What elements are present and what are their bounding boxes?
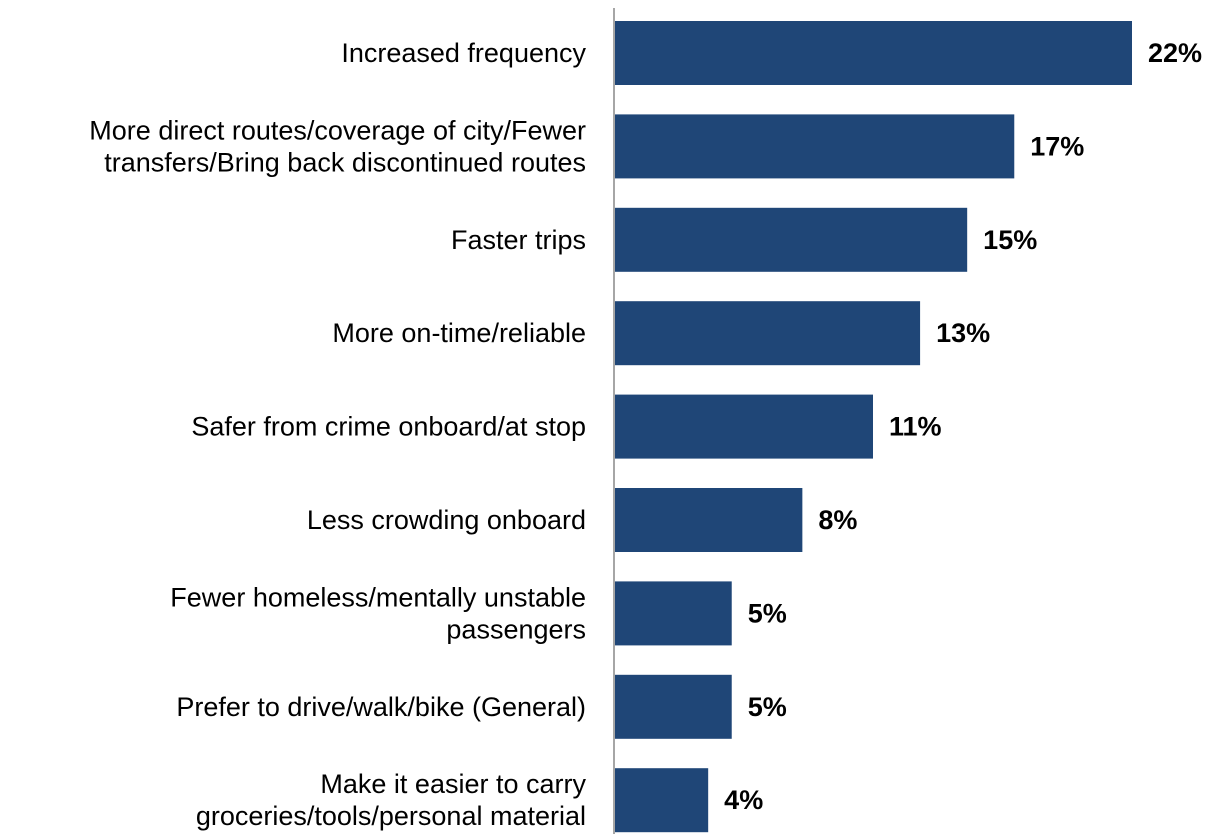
category-label: Make it easier to carry — [320, 769, 586, 799]
bar-value-label: 11% — [889, 412, 942, 442]
bar — [614, 674, 732, 739]
bar — [614, 207, 968, 272]
bars-group — [614, 21, 1132, 833]
category-label: More on-time/reliable — [332, 318, 586, 348]
category-label: transfers/Bring back discontinued routes — [104, 147, 586, 177]
bar — [614, 768, 709, 833]
bar — [614, 114, 1015, 179]
category-label: More direct routes/coverage of city/Fewe… — [89, 115, 586, 145]
bar — [614, 394, 873, 459]
bar — [614, 301, 921, 366]
bar — [614, 488, 803, 552]
bar-value-label: 5% — [748, 598, 787, 628]
category-label: Increased frequency — [341, 38, 586, 68]
category-label: passengers — [446, 614, 586, 644]
category-labels-group: Increased frequency More direct routes/co… — [89, 38, 586, 831]
bar — [614, 21, 1132, 85]
bar-value-label: 22% — [1148, 38, 1202, 68]
bar-value-label: 15% — [983, 225, 1037, 255]
bar-value-label: 5% — [748, 692, 787, 722]
category-label: Less crowding onboard — [307, 505, 586, 535]
bar-value-label: 4% — [724, 785, 763, 815]
category-label: Prefer to drive/walk/bike (General) — [176, 692, 586, 722]
category-label: Faster trips — [451, 225, 586, 255]
category-label: Fewer homeless/mentally unstable — [170, 582, 586, 612]
bar-value-label: 13% — [936, 318, 990, 348]
bar-value-label: 17% — [1030, 131, 1084, 161]
bar-value-label: 8% — [818, 505, 857, 535]
category-label: groceries/tools/personal material — [196, 801, 586, 831]
bar — [614, 581, 732, 646]
value-labels-group: 22% 17% 15% 13% 11% 8% 5% 5% 4% — [724, 38, 1202, 815]
category-label: Safer from crime onboard/at stop — [191, 412, 586, 442]
